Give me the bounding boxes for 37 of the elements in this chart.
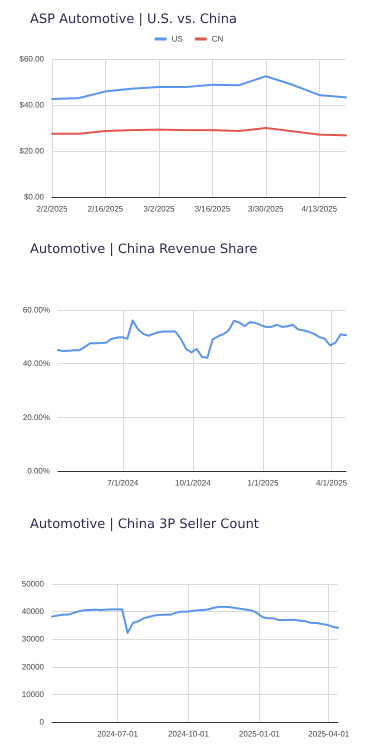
x-tick-label: 2/16/2025: [88, 204, 124, 214]
y-tick-label: 20000: [22, 662, 45, 672]
line-series: [51, 75, 347, 100]
x-tick-label: 2024-07-01: [97, 730, 139, 738]
x-tick-label: 10/1/2024: [175, 478, 212, 488]
line-series: [51, 606, 339, 634]
x-tick-label: 4/13/2025: [301, 204, 338, 214]
y-tick-label: 30000: [22, 634, 45, 644]
x-tick-label: 3/2/2025: [143, 204, 176, 214]
y-tick-label: 50000: [22, 580, 45, 588]
chart-title: Automotive | China Revenue Share: [30, 242, 258, 257]
y-tick-label: $40.00: [20, 100, 45, 110]
x-tick-label: 2025-01-01: [238, 730, 280, 738]
legend-label: CN: [212, 34, 224, 44]
y-tick-label: 40000: [22, 607, 45, 616]
y-tick-label: 20.00%: [22, 412, 50, 422]
x-tick-label: 2025-04-01: [308, 730, 350, 738]
line-series: [57, 319, 347, 359]
y-tick-label: 10000: [22, 690, 45, 699]
y-tick-label: $0.00: [24, 192, 45, 202]
y-tick-label: 0: [40, 718, 45, 726]
y-tick-label: $20.00: [20, 146, 45, 156]
x-tick-label: 3/30/2025: [248, 204, 284, 214]
y-tick-label: 60.00%: [22, 306, 50, 314]
y-tick-label: 0.00%: [27, 466, 50, 476]
x-tick-label: 4/1/2025: [316, 478, 348, 488]
x-tick-label: 3/16/2025: [194, 204, 231, 214]
line-series: [51, 127, 347, 136]
x-tick-label: 2024-10-01: [168, 730, 210, 738]
chart-title: Automotive | China 3P Seller Count: [30, 517, 259, 532]
x-tick-label: 7/1/2024: [107, 478, 139, 488]
chart-title: ASP Automotive | U.S. vs. China: [30, 12, 237, 27]
x-tick-label: 1/1/2025: [247, 478, 280, 488]
x-tick-label: 2/2/2025: [36, 204, 68, 214]
legend-label: US: [172, 34, 183, 44]
y-tick-label: 40.00%: [22, 359, 50, 368]
y-tick-label: $60.00: [20, 54, 45, 64]
